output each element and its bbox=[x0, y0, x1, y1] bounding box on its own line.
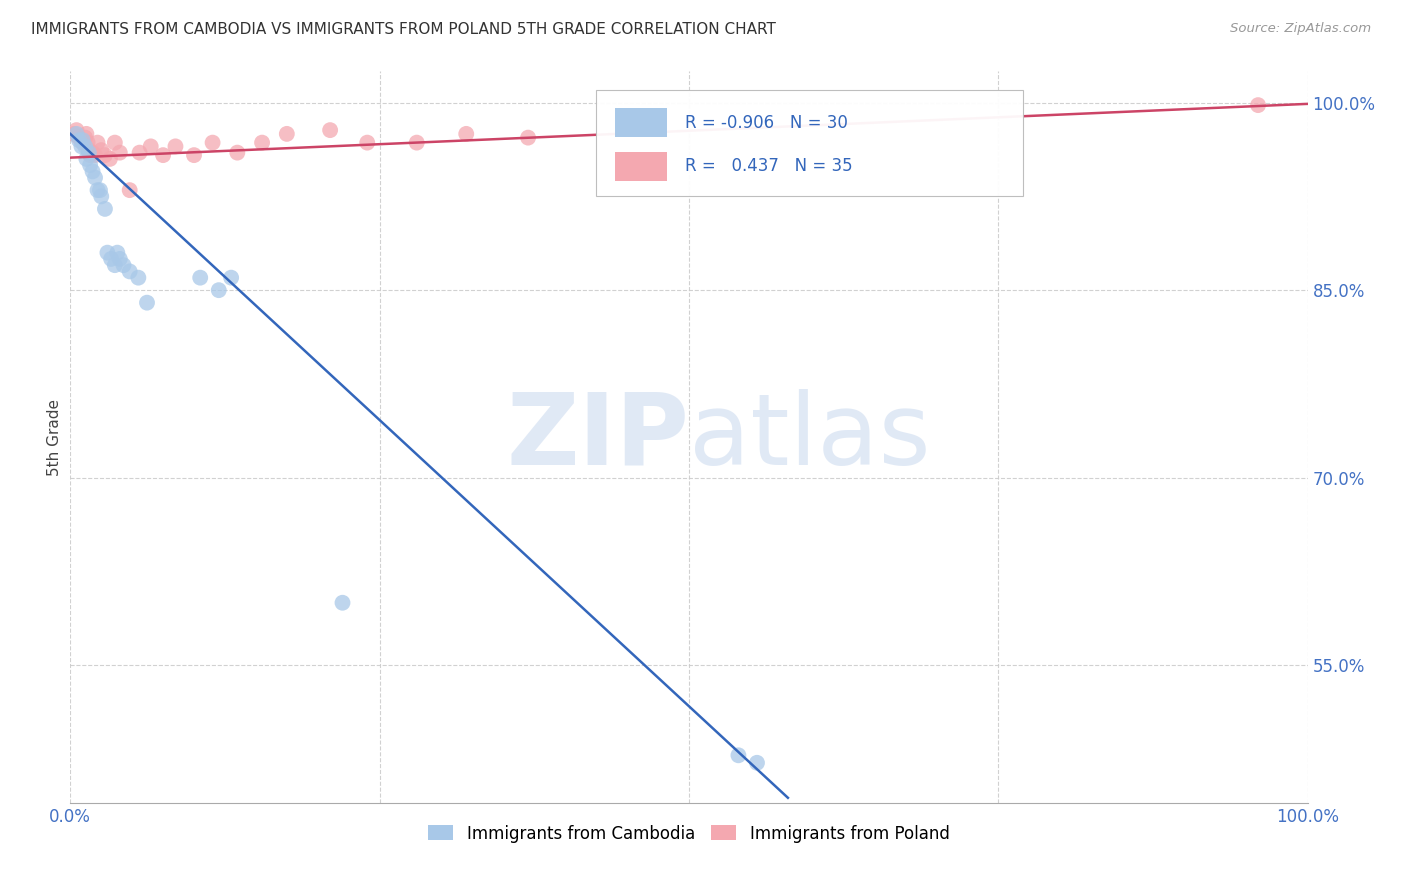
Point bbox=[127, 270, 149, 285]
Point bbox=[128, 145, 150, 160]
Point bbox=[72, 133, 94, 147]
Point bbox=[70, 133, 93, 147]
Point bbox=[84, 148, 107, 162]
Text: Source: ZipAtlas.com: Source: ZipAtlas.com bbox=[1230, 22, 1371, 36]
Point bbox=[82, 164, 104, 178]
Point bbox=[67, 133, 90, 147]
Point bbox=[108, 252, 131, 266]
Point bbox=[89, 183, 111, 197]
Point bbox=[75, 139, 97, 153]
Point bbox=[79, 158, 101, 172]
Text: R =   0.437   N = 35: R = 0.437 N = 35 bbox=[685, 158, 853, 176]
Point bbox=[104, 136, 127, 150]
Point bbox=[517, 130, 540, 145]
Point bbox=[118, 264, 141, 278]
Legend: Immigrants from Cambodia, Immigrants from Poland: Immigrants from Cambodia, Immigrants fro… bbox=[422, 818, 956, 849]
Y-axis label: 5th Grade: 5th Grade bbox=[46, 399, 62, 475]
Point bbox=[75, 152, 97, 166]
Point bbox=[332, 596, 354, 610]
Point bbox=[152, 148, 174, 162]
Point bbox=[67, 130, 90, 145]
Point bbox=[727, 748, 749, 763]
Text: R = -0.906   N = 30: R = -0.906 N = 30 bbox=[685, 113, 848, 131]
FancyBboxPatch shape bbox=[596, 90, 1024, 195]
Point bbox=[100, 252, 122, 266]
Point bbox=[84, 170, 107, 185]
Point bbox=[276, 127, 298, 141]
Point bbox=[70, 139, 93, 153]
Point bbox=[165, 139, 187, 153]
Point bbox=[319, 123, 342, 137]
Point bbox=[75, 127, 97, 141]
Point bbox=[112, 258, 135, 272]
Point bbox=[201, 136, 224, 150]
Point bbox=[405, 136, 427, 150]
Point bbox=[745, 756, 768, 770]
Point bbox=[65, 123, 87, 137]
Point bbox=[86, 136, 108, 150]
Point bbox=[105, 245, 128, 260]
Point bbox=[79, 148, 101, 162]
Text: IMMIGRANTS FROM CAMBODIA VS IMMIGRANTS FROM POLAND 5TH GRADE CORRELATION CHART: IMMIGRANTS FROM CAMBODIA VS IMMIGRANTS F… bbox=[31, 22, 776, 37]
Point bbox=[219, 270, 242, 285]
Point bbox=[90, 143, 112, 157]
FancyBboxPatch shape bbox=[614, 108, 666, 137]
Point bbox=[82, 145, 104, 160]
Point bbox=[63, 127, 86, 141]
Point bbox=[77, 143, 100, 157]
FancyBboxPatch shape bbox=[614, 152, 666, 181]
Point bbox=[72, 136, 94, 150]
Point bbox=[226, 145, 249, 160]
Text: ZIP: ZIP bbox=[506, 389, 689, 485]
Point bbox=[96, 245, 118, 260]
Point bbox=[75, 130, 97, 145]
Point bbox=[104, 258, 127, 272]
Point bbox=[139, 139, 162, 153]
Point bbox=[118, 183, 141, 197]
Text: atlas: atlas bbox=[689, 389, 931, 485]
Point bbox=[86, 183, 108, 197]
Point bbox=[77, 145, 100, 160]
Point bbox=[250, 136, 273, 150]
Point bbox=[94, 202, 117, 216]
Point bbox=[1247, 98, 1270, 112]
Point bbox=[456, 127, 478, 141]
Point bbox=[76, 136, 98, 150]
Point bbox=[65, 127, 87, 141]
Point bbox=[183, 148, 205, 162]
Point bbox=[94, 148, 117, 162]
Point bbox=[356, 136, 378, 150]
Point bbox=[188, 270, 211, 285]
Point bbox=[98, 152, 121, 166]
Point bbox=[108, 145, 131, 160]
Point bbox=[208, 283, 231, 297]
Point bbox=[90, 189, 112, 203]
Point bbox=[136, 295, 159, 310]
